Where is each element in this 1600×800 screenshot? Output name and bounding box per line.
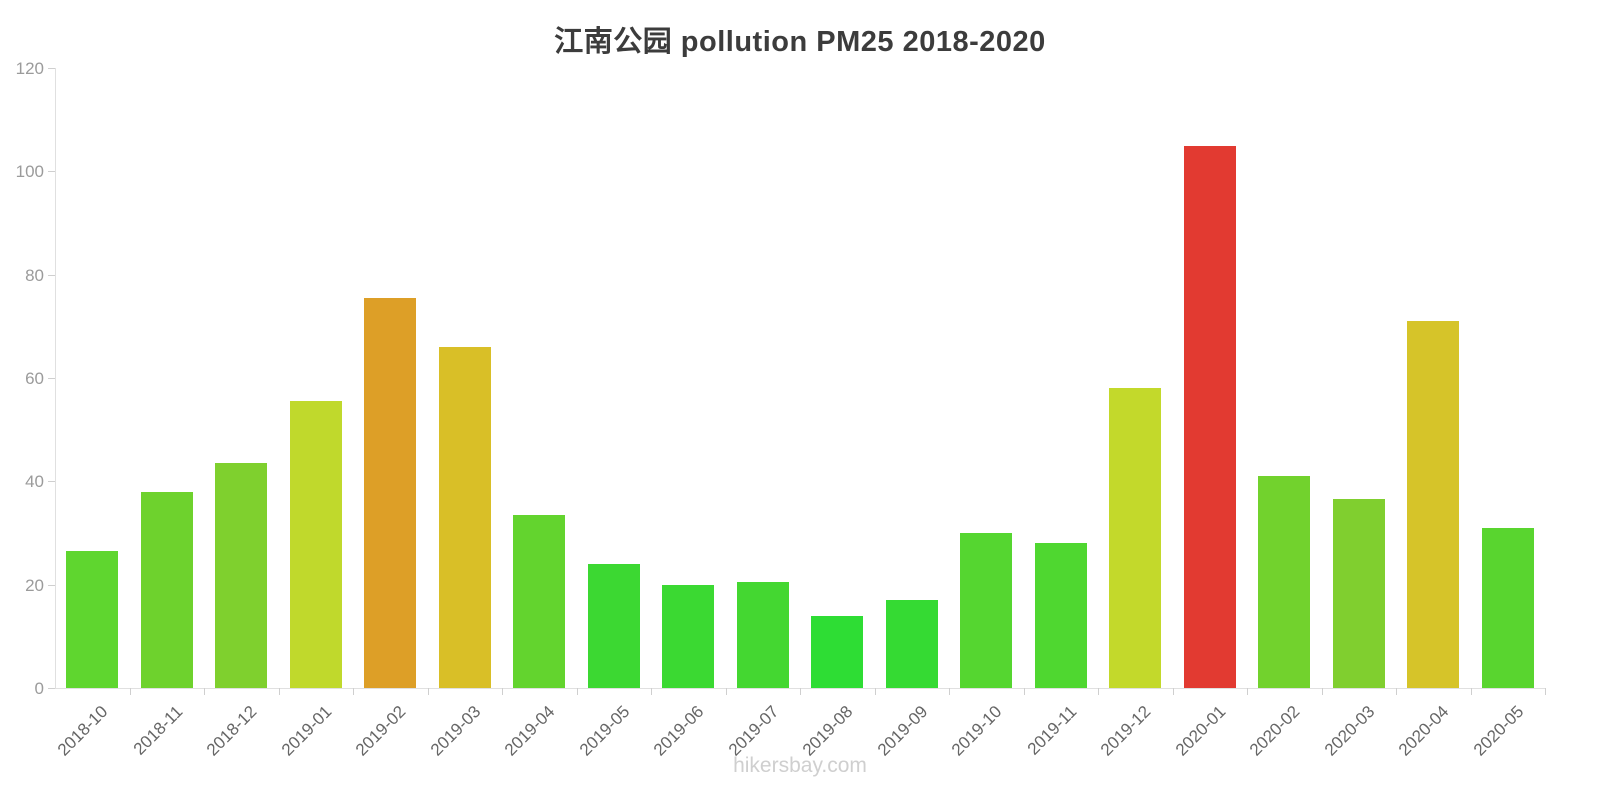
x-axis-tick [427,688,429,695]
x-axis-tick [129,688,131,695]
y-axis-label: 40 [25,472,44,492]
y-axis-tick [48,171,55,173]
x-axis-tick [1247,688,1248,695]
x-axis-tick [1396,688,1397,695]
x-axis-tick [1470,688,1472,695]
x-axis-tick [204,688,205,695]
x-axis-tick [576,688,578,695]
x-axis-tick [1098,688,1099,695]
x-axis-tick [1321,688,1323,695]
y-axis-label: 100 [15,162,44,182]
x-axis-tick [502,688,503,695]
y-axis-label: 0 [34,679,44,698]
x-axis-tick [1172,688,1174,695]
bar-2019-03[interactable] [438,347,491,688]
bar-2019-09[interactable] [885,600,938,688]
bar-2018-10[interactable] [66,551,119,688]
y-axis-label: 80 [25,265,44,285]
x-axis-tick [278,688,280,695]
bar-2020-05[interactable] [1481,527,1534,688]
x-axis-tick [949,688,950,695]
bar-2019-12[interactable] [1109,388,1162,688]
bar-2019-10[interactable] [960,533,1013,688]
bar-2020-02[interactable] [1258,476,1311,688]
bar-2019-04[interactable] [513,514,566,688]
x-axis-tick [1545,688,1546,695]
bar-2019-02[interactable] [364,297,417,688]
watermark: hikersbay.com [733,754,867,777]
chart-title: 江南公园 pollution PM25 2018-2020 [554,26,1046,58]
bar-2019-07[interactable] [736,582,789,688]
x-axis-tick [353,688,354,695]
x-axis-tick [1023,688,1025,695]
bar-2018-12[interactable] [215,463,268,688]
x-axis-tick [800,688,801,695]
y-axis-line [55,68,56,688]
x-axis-label-2020-05: 2020-05 [1469,702,1528,760]
y-axis-tick [48,584,55,586]
bar-2020-04[interactable] [1407,321,1460,688]
bar-2020-03[interactable] [1332,499,1385,688]
y-axis-tick [48,68,55,69]
x-axis-tick [874,688,876,695]
bar-2019-11[interactable] [1034,543,1087,688]
y-axis-label: 120 [15,59,44,78]
bar-2019-05[interactable] [587,564,640,688]
x-axis-tick [725,688,727,695]
y-axis-label: 20 [25,575,44,595]
y-axis-tick [48,481,55,483]
bar-2019-06[interactable] [662,584,715,688]
bar-2020-01[interactable] [1183,145,1236,688]
bar-2019-08[interactable] [811,615,864,688]
x-axis-tick [651,688,652,695]
y-axis-tick [48,378,55,379]
bar-2019-01[interactable] [289,401,342,688]
y-axis-tick [48,274,55,276]
y-axis-label: 60 [25,369,44,388]
y-axis-tick [48,688,55,689]
bar-2018-11[interactable] [140,491,193,688]
